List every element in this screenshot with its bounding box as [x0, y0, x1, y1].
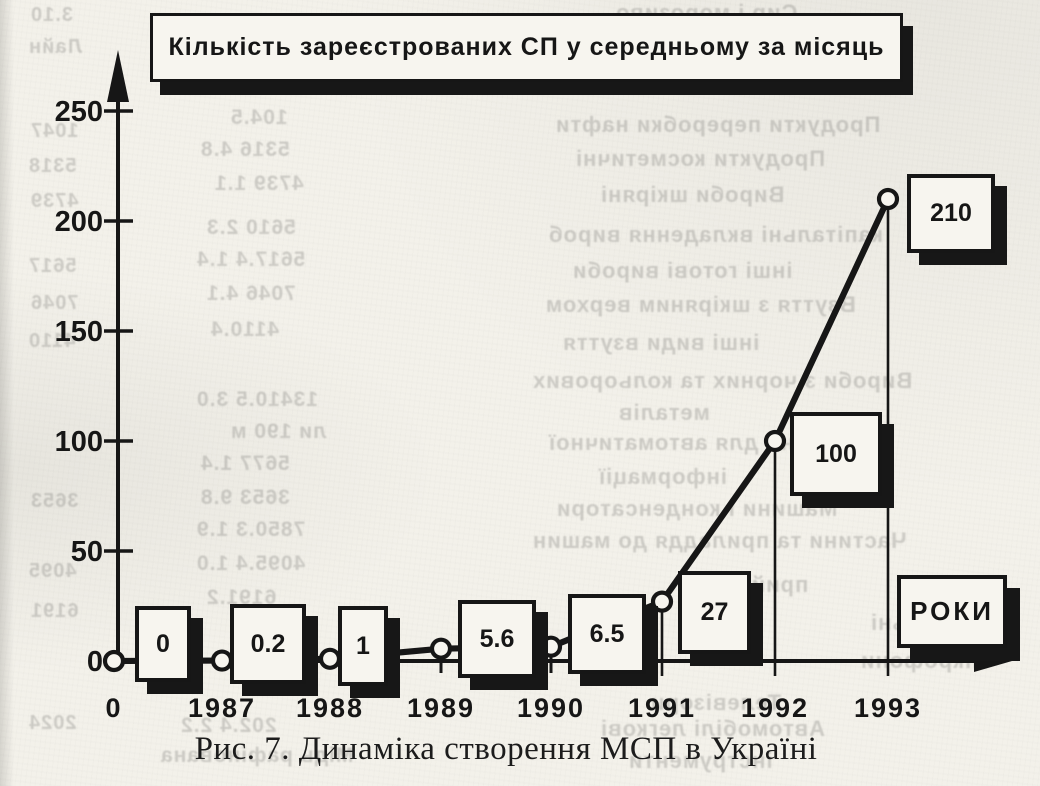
x-tick-label: 1988 — [296, 693, 364, 723]
x-tick-label: 1991 — [628, 693, 696, 723]
value-callout: 0.2 — [230, 604, 306, 684]
x-tick-label: 0 — [105, 693, 122, 723]
y-axis-arrow-icon — [107, 50, 129, 102]
data-point-marker — [318, 647, 342, 670]
data-point-marker — [876, 187, 900, 211]
x-tick-label: 1989 — [407, 693, 475, 723]
x-tick-label: 1990 — [517, 693, 585, 723]
chart-title-box: Кількість зареєстрованих СП у середньому… — [150, 13, 903, 82]
data-point-marker — [539, 635, 563, 658]
x-tick-label: 1987 — [188, 693, 256, 723]
y-tick-label: 250 — [55, 96, 103, 128]
data-point-marker — [763, 429, 787, 453]
value-callout: 5.6 — [458, 600, 536, 678]
value-callout: 0 — [135, 606, 191, 682]
x-axis-title: РОКИ — [910, 596, 994, 626]
value-callout: 100 — [790, 412, 882, 496]
y-tick-label: 100 — [55, 426, 103, 458]
x-tick-label: 1993 — [854, 693, 922, 723]
value-callout: 27 — [678, 571, 751, 654]
value-callout: 6.5 — [568, 594, 646, 674]
x-axis-title-box: РОКИ — [897, 575, 1007, 648]
data-line — [110, 195, 892, 665]
data-point-marker — [650, 590, 674, 613]
chart-title: Кількість зареєстрованих СП у середньому… — [168, 33, 885, 61]
value-callout: 210 — [907, 174, 995, 253]
data-point-marker — [210, 649, 234, 672]
data-point-marker — [429, 637, 453, 660]
y-tick-label: 0 — [87, 646, 103, 678]
y-tick-label: 150 — [55, 316, 103, 348]
y-tick-label: 200 — [55, 206, 103, 238]
figure-caption: Рис. 7. Динаміка створення МСП в Україні — [194, 731, 818, 767]
y-tick-label: 50 — [71, 536, 103, 568]
x-tick-label: 1992 — [741, 693, 809, 723]
x-axis-arrow-icon — [974, 650, 1012, 672]
data-point-marker — [102, 649, 126, 673]
value-callout: 1 — [338, 606, 388, 686]
